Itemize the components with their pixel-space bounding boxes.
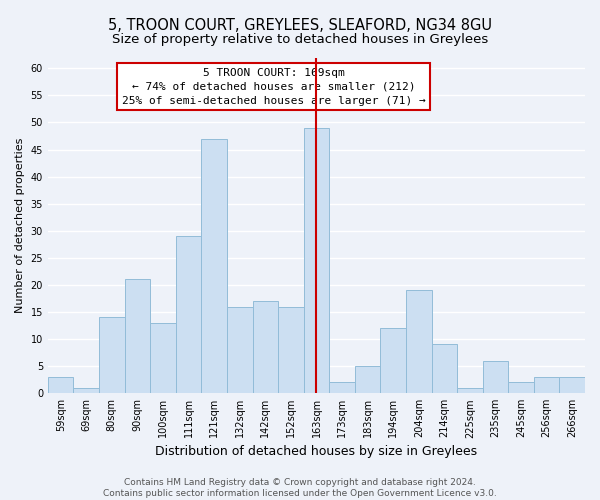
Bar [380, 328, 406, 393]
Bar [253, 301, 278, 393]
Bar [176, 236, 202, 393]
Bar [508, 382, 534, 393]
Bar [559, 377, 585, 393]
Bar [406, 290, 431, 393]
Y-axis label: Number of detached properties: Number of detached properties [15, 138, 25, 313]
Bar [227, 306, 253, 393]
Bar [125, 280, 150, 393]
Bar [482, 360, 508, 393]
Bar [202, 138, 227, 393]
Bar [534, 377, 559, 393]
Text: Contains HM Land Registry data © Crown copyright and database right 2024.
Contai: Contains HM Land Registry data © Crown c… [103, 478, 497, 498]
Text: 5, TROON COURT, GREYLEES, SLEAFORD, NG34 8GU: 5, TROON COURT, GREYLEES, SLEAFORD, NG34… [108, 18, 492, 32]
Text: 5 TROON COURT: 169sqm
← 74% of detached houses are smaller (212)
25% of semi-det: 5 TROON COURT: 169sqm ← 74% of detached … [122, 68, 425, 106]
Bar [73, 388, 99, 393]
Bar [304, 128, 329, 393]
Bar [278, 306, 304, 393]
Text: Size of property relative to detached houses in Greylees: Size of property relative to detached ho… [112, 32, 488, 46]
Bar [457, 388, 482, 393]
Bar [150, 323, 176, 393]
Bar [48, 377, 73, 393]
X-axis label: Distribution of detached houses by size in Greylees: Distribution of detached houses by size … [155, 444, 478, 458]
Bar [99, 318, 125, 393]
Bar [431, 344, 457, 393]
Bar [355, 366, 380, 393]
Bar [329, 382, 355, 393]
